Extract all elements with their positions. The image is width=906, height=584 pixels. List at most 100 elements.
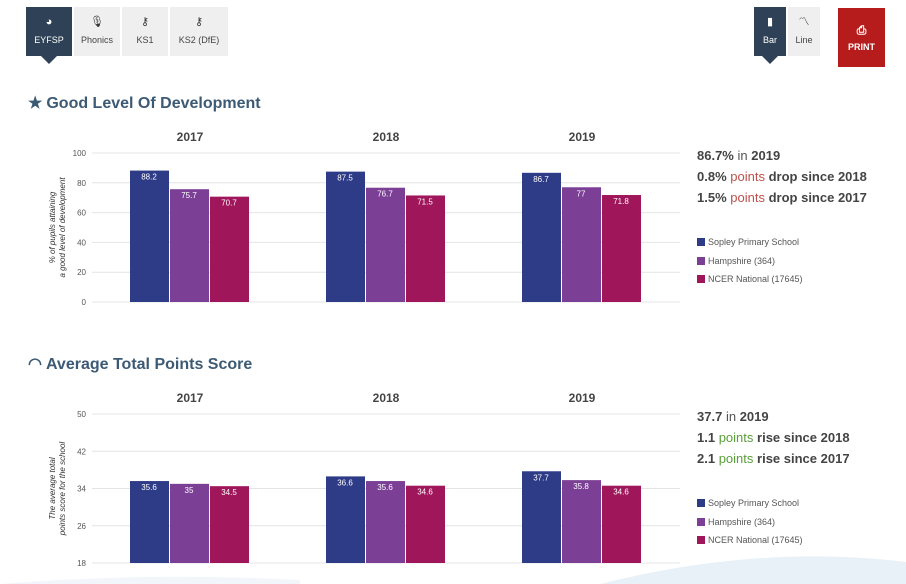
bar-value-label: 87.5 (337, 174, 353, 183)
bar (602, 485, 641, 563)
y-tick-label: 60 (77, 209, 86, 218)
bar (522, 172, 561, 302)
bar-value-label: 35 (185, 486, 194, 495)
bar-value-label: 35.6 (141, 483, 157, 492)
bar-value-label: 71.5 (417, 197, 433, 206)
key-icon: ⚷ (194, 16, 204, 28)
bar-value-label: 34.6 (613, 488, 629, 497)
stat-line-2: 1.5% points drop since 2017 (697, 190, 867, 205)
tab-label: EYFSP (34, 35, 64, 45)
bar-value-label: 71.8 (613, 197, 629, 206)
y-tick-label: 18 (77, 559, 86, 568)
tab-line[interactable]: 〽 Line (788, 7, 820, 56)
legend-swatch (697, 499, 705, 507)
y-tick-label: 80 (77, 179, 86, 188)
tab-ks2[interactable]: ⚷ KS2 (DfE) (170, 7, 228, 56)
print-button[interactable]: ⎙ PRINT (838, 8, 885, 67)
y-tick-label: 100 (73, 149, 87, 158)
bar (522, 471, 561, 563)
bar (130, 481, 169, 563)
y-tick-label: 20 (77, 268, 86, 277)
section-title-gld: ★ Good Level Of Development (28, 93, 261, 113)
bar-value-label: 86.7 (533, 175, 549, 184)
category-label: 2017 (177, 391, 204, 405)
category-label: 2019 (569, 391, 596, 405)
bar-value-label: 35.8 (573, 482, 589, 491)
category-label: 2019 (569, 130, 596, 144)
tab-eyfsp[interactable]: ◕ EYFSP (26, 7, 72, 64)
category-label: 2018 (373, 130, 400, 144)
y-axis-label: % of pupils attaininga good level of dev… (48, 177, 67, 278)
speedometer-icon: ◠ (28, 356, 42, 373)
chart-type-tabs: ▮ Bar 〽 Line (754, 7, 822, 64)
gld-legend: Sopley Primary School Hampshire (364) NC… (697, 233, 803, 289)
bar (406, 195, 445, 302)
bar-value-label: 37.7 (533, 473, 549, 482)
bar (210, 196, 249, 302)
y-tick-label: 26 (77, 522, 86, 531)
atps-bar-chart: 18 26 34 42 50 The average totalpoints score … (48, 391, 680, 568)
bar (170, 483, 209, 563)
legend-item: NCER National (17645) (697, 270, 803, 289)
section-title-text: Good Level Of Development (46, 95, 261, 112)
line-chart-icon: 〽 (798, 16, 810, 28)
y-tick-label: 50 (77, 410, 86, 419)
y-tick-label: 34 (77, 485, 86, 494)
decorative-wave (0, 556, 906, 584)
bar (326, 171, 365, 302)
stat-line-1: 0.8% points drop since 2018 (697, 169, 867, 184)
section-title-text: Average Total Points Score (45, 356, 253, 373)
legend-swatch (697, 517, 705, 526)
category-label: 2017 (177, 130, 204, 144)
y-tick-label: 42 (77, 447, 86, 456)
print-label: PRINT (848, 42, 875, 52)
y-axis-label-line: a good level of development (58, 177, 67, 278)
bar-value-label: 35.6 (377, 483, 393, 492)
bar-value-label: 36.6 (337, 478, 353, 487)
y-tick-label: 40 (77, 238, 86, 247)
stat-headline: 37.7 in 2019 (697, 409, 769, 424)
bar-value-label: 70.7 (221, 199, 237, 208)
tab-label: KS2 (DfE) (178, 35, 220, 45)
assessment-tabs: ◕ EYFSP 🎙 Phonics ⚷ KS1 ⚷ KS2 (DfE) (26, 7, 230, 64)
bar (562, 480, 601, 563)
tab-bar[interactable]: ▮ Bar (754, 7, 786, 64)
legend-item: Sopley Primary School (697, 233, 803, 252)
bar-value-label: 34.6 (417, 488, 433, 497)
bar (130, 170, 169, 302)
key-icon: ⚷ (140, 16, 150, 28)
bar-value-label: 34.5 (221, 488, 237, 497)
bar-value-label: 88.2 (141, 173, 157, 182)
legend-item: Sopley Primary School (697, 494, 803, 513)
gld-stats: 86.7% in 2019 0.8% points drop since 201… (697, 145, 867, 208)
microphone-icon: 🎙 (90, 16, 104, 28)
legend-swatch (697, 536, 705, 544)
y-tick-label: 0 (82, 298, 87, 307)
stat-headline: 86.7% in 2019 (697, 148, 781, 163)
tab-label: Bar (762, 35, 777, 45)
tab-label: Phonics (80, 35, 114, 45)
bar-value-label: 76.7 (377, 190, 393, 199)
bar (366, 481, 405, 563)
gauge-icon: ◕ (45, 16, 53, 28)
atps-stats: 37.7 in 2019 1.1 points rise since 2018 … (697, 406, 850, 469)
bar (602, 195, 641, 302)
stat-line-1: 1.1 points rise since 2018 (697, 430, 850, 445)
y-axis-label-line: % of pupils attaining (48, 191, 57, 263)
legend-item: NCER National (17645) (697, 531, 803, 550)
tab-label: Line (795, 35, 813, 45)
bar-value-label: 75.7 (181, 191, 197, 200)
bar-chart-icon: ▮ (766, 16, 774, 28)
tab-phonics[interactable]: 🎙 Phonics (74, 7, 120, 56)
bar (406, 485, 445, 563)
tab-label: KS1 (136, 35, 154, 45)
bar (562, 187, 601, 302)
tab-ks1[interactable]: ⚷ KS1 (122, 7, 168, 56)
bar-value-label: 77 (577, 189, 586, 198)
stat-line-2: 2.1 points rise since 2017 (697, 451, 850, 466)
y-axis-label-line: The average total (48, 457, 57, 519)
bar (366, 187, 405, 302)
star-icon: ★ (28, 95, 43, 112)
category-label: 2018 (373, 391, 400, 405)
y-axis-label-line: points score for the school (58, 442, 67, 537)
